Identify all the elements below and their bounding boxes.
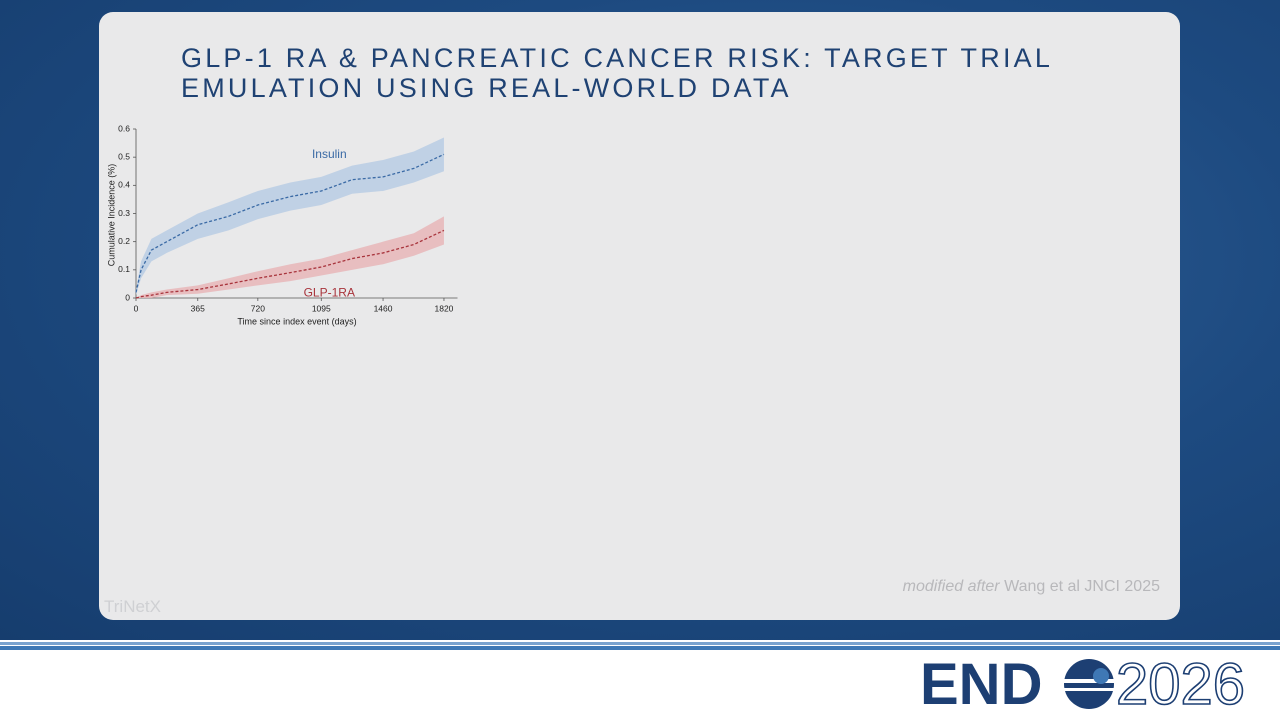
x-tick-label: 0 — [134, 303, 139, 313]
logo-globe — [1064, 659, 1114, 709]
y-tick-label: 0.1 — [118, 264, 130, 274]
citation-emphasis: modified after — [902, 578, 1000, 595]
series-line — [135, 229, 445, 299]
x-tick-label: 1095 — [312, 303, 331, 313]
x-tick-label: 365 — [191, 303, 205, 313]
x-tick-label: 1460 — [374, 303, 393, 313]
series-line — [135, 153, 445, 293]
y-axis-label: Cumulative Incidence (%) — [106, 164, 116, 267]
footer-stripe — [0, 642, 1280, 645]
y-tick-label: 0.3 — [118, 208, 130, 218]
y-tick-label: 0.6 — [118, 123, 130, 133]
logo-year: 2026 — [1116, 652, 1245, 717]
citation-text: Wang et al JNCI 2025 — [1004, 578, 1160, 595]
confidence-band — [136, 216, 444, 298]
watermark: TriNetX — [104, 597, 161, 616]
y-tick-label: 0.4 — [118, 180, 130, 190]
y-tick-label: 0.2 — [118, 236, 130, 246]
x-tick-label: 720 — [251, 303, 265, 313]
slide-panel — [99, 12, 1180, 620]
slide-title: GLP-1 RA & PANCREATIC CANCER RISK: TARGE… — [181, 43, 1054, 73]
footer-stripe — [0, 646, 1280, 650]
citation: modified after Wang et al JNCI 2025 — [903, 578, 1160, 596]
logo-text: END — [920, 652, 1042, 717]
x-tick-label: 1820 — [435, 303, 454, 313]
chart: Cumulative Incidence (%) Time since inde… — [106, 123, 458, 326]
confidence-band — [136, 137, 444, 296]
slide-title: EMULATION USING REAL-WORLD DATA — [181, 73, 792, 103]
series-label: Insulin — [312, 147, 347, 161]
x-axis-label: Time since index event (days) — [237, 316, 356, 326]
y-tick-label: 0 — [125, 292, 130, 302]
series-label: GLP-1RA — [304, 286, 355, 300]
logo: END 2026 — [920, 652, 1246, 718]
y-tick-label: 0.5 — [118, 151, 130, 161]
